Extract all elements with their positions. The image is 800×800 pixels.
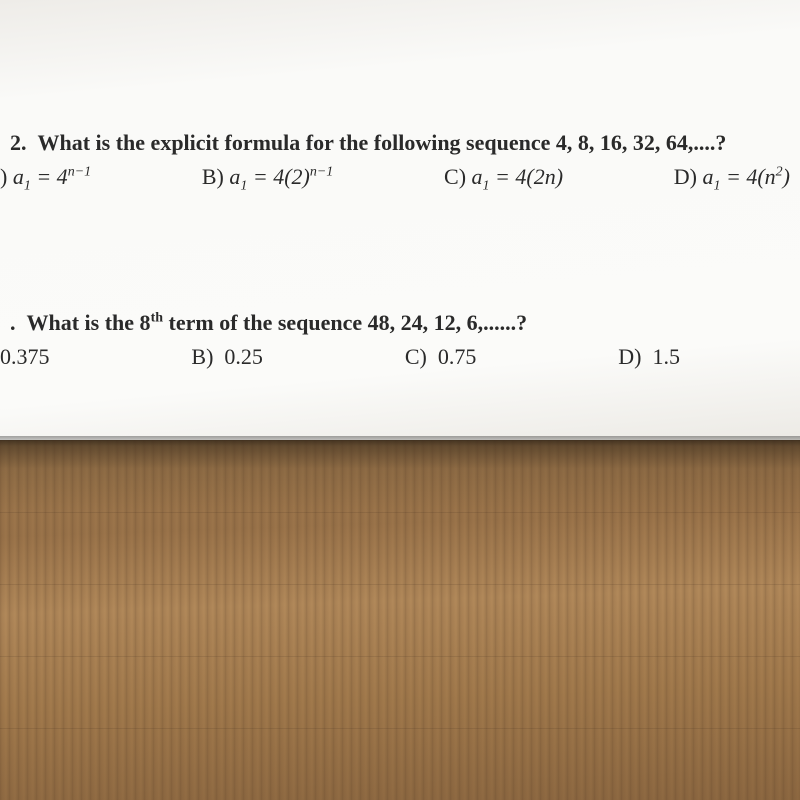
q2-choice-b-formula: a1 = 4(2)n−1 [229,164,333,189]
wood-desk-surface [0,440,800,800]
q2-choice-b-label: B) [202,164,224,189]
q3-choice-c-label: C) [405,344,427,369]
q2-choice-a-cutoff-label: ) [0,164,7,189]
q3-choice-a-value: 0.375 [0,344,50,369]
question-2-stem: 2. What is the explicit formula for the … [0,130,790,156]
q2-choice-d: D) a1 = 4(n2) [674,164,790,194]
q2-choice-a: ) a1 = 4n−1 [0,164,91,194]
question-3-number: . [10,310,16,335]
q2-choice-c-label: C) [444,164,466,189]
q3-choice-d-label: D) [618,344,641,369]
q2-choice-b: B) a1 = 4(2)n−1 [202,164,333,194]
question-2-choices: ) a1 = 4n−1 B) a1 = 4(2)n−1 C) a1 = 4(2n… [0,164,790,194]
question-3-stem: . What is the 8th term of the sequence 4… [0,310,790,336]
q2-choice-d-formula: a1 = 4(n2) [702,164,790,189]
q3-choice-d: D) 1.5 [618,344,680,370]
q2-choice-d-label: D) [674,164,697,189]
question-3: . What is the 8th term of the sequence 4… [0,310,790,370]
question-2: 2. What is the explicit formula for the … [0,130,790,194]
q3-choice-b-label: B) [191,344,213,369]
question-3-text: What is the 8th term of the sequence 48,… [27,310,528,335]
question-3-choices: 0.375 B) 0.25 C) 0.75 D) 1.5 [0,344,790,370]
worksheet-paper: 2. What is the explicit formula for the … [0,0,800,440]
q2-choice-c-formula: a1 = 4(2n) [472,164,564,189]
q2-choice-c: C) a1 = 4(2n) [444,164,563,194]
q3-choice-b-value: 0.25 [224,344,263,369]
q3-choice-b: B) 0.25 [191,344,263,370]
paper-shadow [0,436,800,446]
q3-choice-c-value: 0.75 [438,344,477,369]
question-2-number: 2. [10,130,27,155]
q2-choice-a-formula: a1 = 4n−1 [13,164,91,189]
q3-choice-c: C) 0.75 [405,344,477,370]
q3-choice-d-value: 1.5 [652,344,680,369]
q3-choice-a: 0.375 [0,344,50,370]
question-2-text: What is the explicit formula for the fol… [38,130,727,155]
